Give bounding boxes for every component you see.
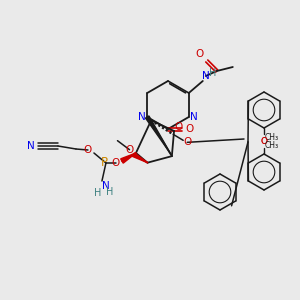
Text: N: N xyxy=(102,181,110,191)
Text: O: O xyxy=(112,158,120,168)
Text: P: P xyxy=(100,157,107,169)
Text: N: N xyxy=(202,71,210,81)
Polygon shape xyxy=(146,116,171,154)
Text: O: O xyxy=(183,137,191,147)
Text: H: H xyxy=(209,68,217,78)
Polygon shape xyxy=(133,153,148,163)
Text: O: O xyxy=(174,122,182,132)
Text: O: O xyxy=(260,137,268,146)
Text: O: O xyxy=(125,145,134,155)
Text: O: O xyxy=(260,136,268,146)
Text: CH₃: CH₃ xyxy=(265,134,279,142)
Text: O: O xyxy=(84,145,92,155)
Text: O: O xyxy=(196,49,204,59)
Polygon shape xyxy=(121,153,136,163)
Text: CH₃: CH₃ xyxy=(265,140,279,149)
Text: O: O xyxy=(186,124,194,134)
Text: N: N xyxy=(27,141,35,151)
Text: H: H xyxy=(106,187,114,197)
Text: N: N xyxy=(138,112,146,122)
Text: H: H xyxy=(94,188,102,198)
Text: N: N xyxy=(190,112,198,122)
